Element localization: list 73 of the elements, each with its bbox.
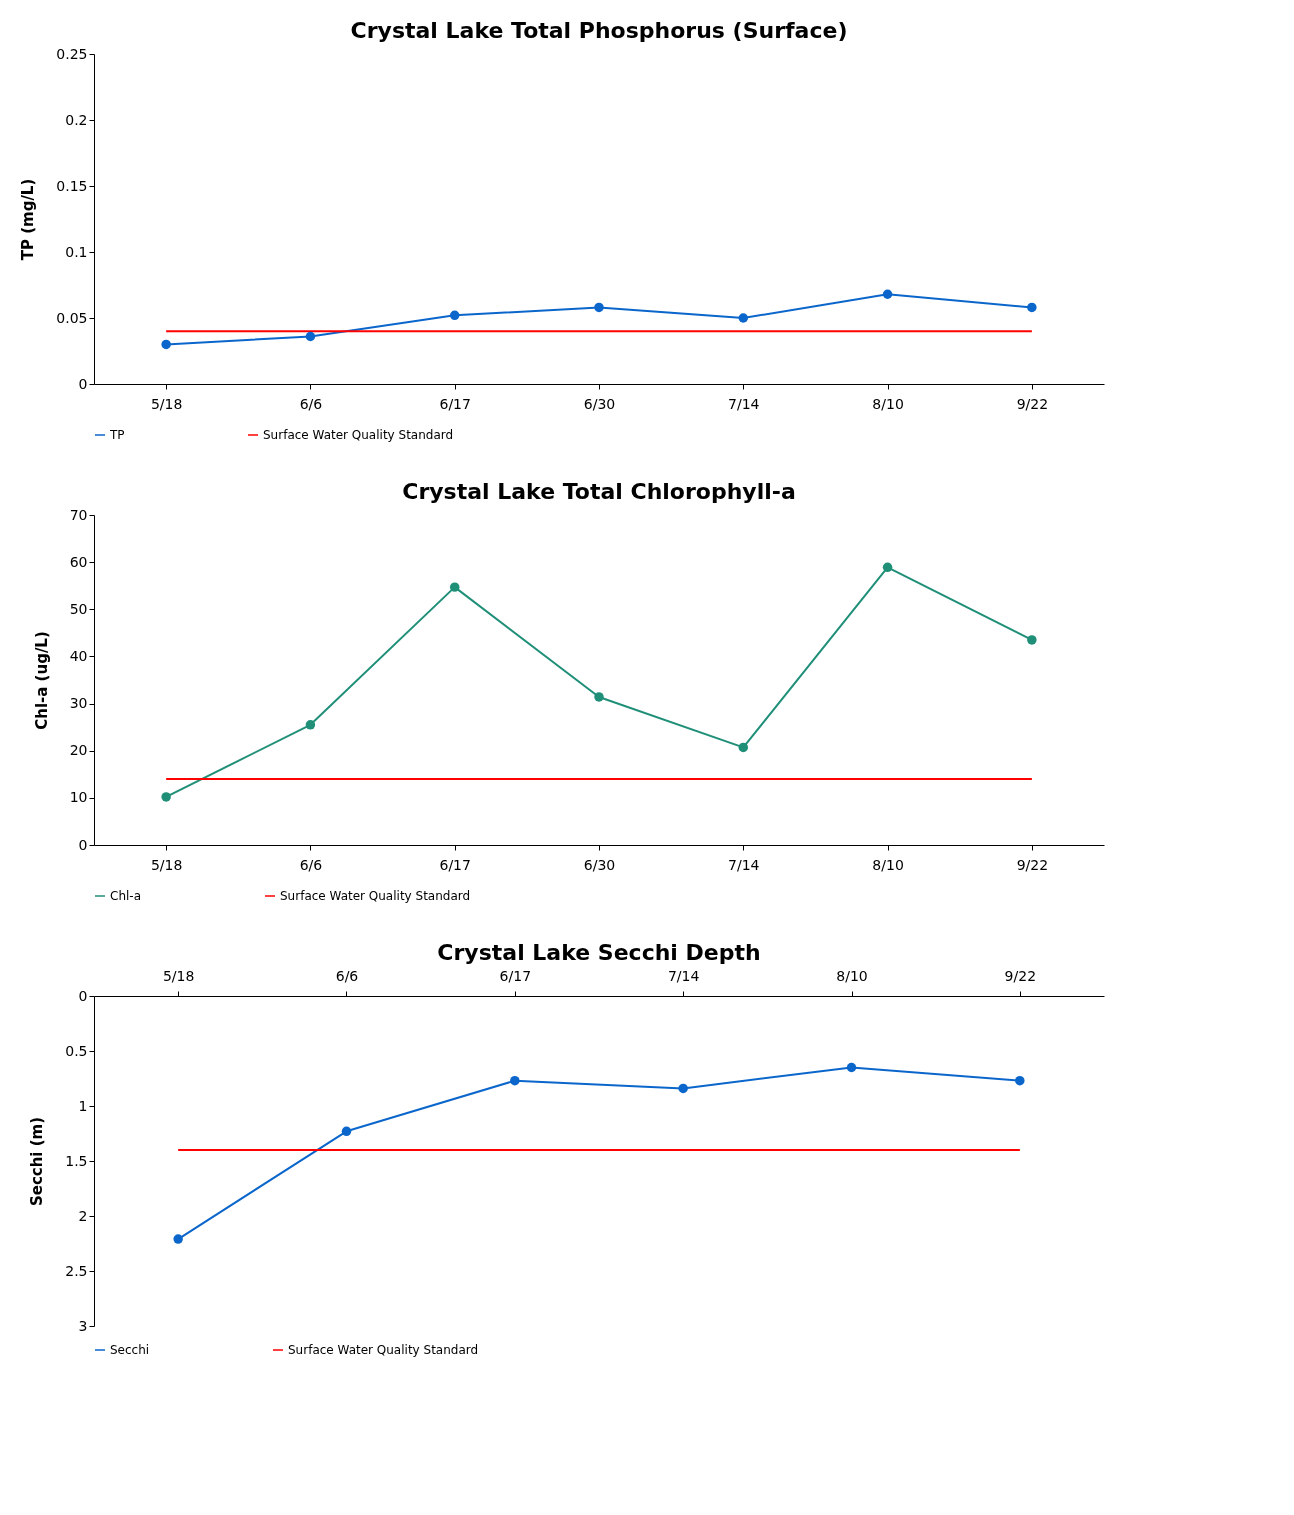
y-tick-label: 0.05 bbox=[56, 309, 88, 326]
x-tick-label: 8/10 bbox=[872, 395, 904, 412]
x-tick-label: 9/22 bbox=[1016, 395, 1049, 412]
point bbox=[173, 1234, 183, 1244]
point bbox=[161, 339, 171, 350]
y-tick-label: 20 bbox=[69, 742, 88, 759]
chart-title: Crystal Lake Secchi Depth bbox=[437, 940, 761, 965]
point bbox=[449, 310, 460, 321]
x-tick-label: 6/17 bbox=[439, 856, 471, 873]
point bbox=[305, 720, 316, 730]
y-axis-title: Secchi (m) bbox=[28, 1116, 47, 1207]
legend-label: Surface Water Quality Standard bbox=[263, 428, 454, 442]
y-tick-label: 0.2 bbox=[65, 111, 88, 128]
legend-label: Secchi bbox=[110, 1343, 150, 1357]
y-tick-label: 1 bbox=[78, 1097, 88, 1114]
y-tick-label: 60 bbox=[69, 553, 88, 570]
point bbox=[341, 1126, 352, 1137]
chart-title: Crystal Lake Total Phosphorus (Surface) bbox=[350, 18, 848, 43]
x-tick-label: 9/22 bbox=[1016, 856, 1049, 873]
point bbox=[1027, 302, 1037, 313]
x-tick-label: 5/18 bbox=[150, 856, 183, 873]
x-tick-label: 6/17 bbox=[439, 395, 471, 412]
x-tick-label: 6/30 bbox=[583, 856, 616, 873]
y-tick-label: 0.5 bbox=[65, 1042, 88, 1059]
point bbox=[449, 582, 460, 592]
x-tick-label: 8/10 bbox=[872, 856, 904, 873]
x-tick-label: 6/30 bbox=[583, 395, 616, 412]
chart-title: Crystal Lake Total Chlorophyll-a bbox=[402, 479, 796, 504]
legend-label: TP bbox=[109, 428, 125, 442]
x-tick-label: 8/10 bbox=[836, 967, 868, 984]
point bbox=[882, 289, 893, 299]
y-tick-label: 2.5 bbox=[65, 1262, 88, 1279]
point bbox=[305, 331, 316, 342]
y-tick-label: 70 bbox=[69, 506, 88, 523]
x-tick-label: 7/14 bbox=[728, 395, 760, 412]
point bbox=[678, 1083, 688, 1094]
y-tick-label: 3 bbox=[78, 1317, 88, 1334]
y-tick-label: 0.1 bbox=[65, 243, 88, 260]
point bbox=[882, 562, 893, 573]
y-tick-label: 1.5 bbox=[65, 1152, 88, 1169]
x-tick-label: 6/6 bbox=[299, 395, 323, 412]
x-tick-label: 5/18 bbox=[150, 395, 183, 412]
y-tick-label: 30 bbox=[69, 695, 88, 712]
x-tick-label: 7/14 bbox=[667, 967, 700, 984]
point bbox=[1015, 1075, 1025, 1086]
point bbox=[1027, 635, 1037, 645]
legend-label: Surface Water Quality Standard bbox=[280, 889, 471, 903]
point bbox=[161, 792, 171, 802]
y-tick-label: 0 bbox=[78, 375, 88, 392]
legend-label: Chl-a bbox=[110, 889, 142, 903]
x-tick-label: 7/14 bbox=[728, 856, 760, 873]
y-tick-label: 0.25 bbox=[56, 45, 88, 62]
x-tick-label: 9/22 bbox=[1004, 967, 1037, 984]
y-axis-title: Chl-a (ug/L) bbox=[32, 631, 51, 730]
y-tick-label: 10 bbox=[69, 789, 88, 806]
x-tick-label: 6/6 bbox=[335, 967, 359, 984]
point bbox=[846, 1062, 857, 1073]
x-tick-label: 5/18 bbox=[162, 967, 195, 984]
y-tick-label: 0.15 bbox=[56, 177, 88, 194]
y-tick-label: 40 bbox=[69, 647, 88, 664]
x-tick-label: 6/6 bbox=[299, 856, 323, 873]
point bbox=[594, 692, 604, 702]
y-tick-label: 0 bbox=[78, 987, 88, 1004]
point bbox=[738, 313, 749, 323]
legend-label: Surface Water Quality Standard bbox=[288, 1343, 479, 1357]
x-tick-label: 6/17 bbox=[499, 967, 532, 984]
y-tick-label: 0 bbox=[78, 836, 88, 853]
point bbox=[594, 302, 604, 313]
y-axis-title: TP (mg/L) bbox=[19, 178, 38, 261]
y-tick-label: 50 bbox=[69, 600, 88, 617]
point bbox=[738, 742, 749, 753]
point bbox=[510, 1075, 520, 1086]
y-tick-label: 2 bbox=[78, 1207, 88, 1224]
